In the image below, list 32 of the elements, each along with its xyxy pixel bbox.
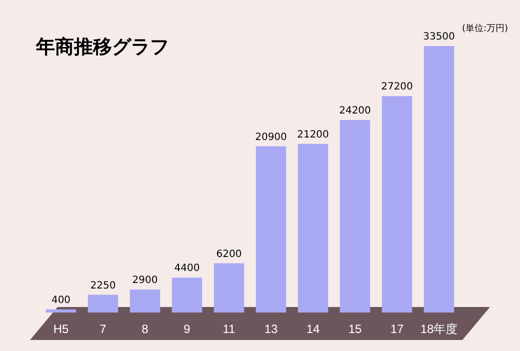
data-label: 24200 <box>339 106 371 117</box>
bar <box>88 294 118 313</box>
data-label: 2900 <box>132 275 158 286</box>
x-tick-label: 15 <box>348 322 362 336</box>
x-tick-label: 17 <box>390 322 404 336</box>
bar <box>256 146 286 313</box>
data-label: 33500 <box>423 32 455 43</box>
bar <box>172 278 202 313</box>
x-tick-label: 14 <box>306 322 320 336</box>
bar <box>298 144 328 313</box>
x-tick-label: 9 <box>184 322 191 336</box>
x-tick-label: 11 <box>222 322 236 336</box>
chart-title: 年商推移グラフ <box>36 35 169 60</box>
data-label: 20900 <box>255 132 287 143</box>
data-label: 4400 <box>174 263 200 274</box>
x-tick-label: 7 <box>100 322 107 336</box>
data-label: 2250 <box>90 280 116 292</box>
data-label: 400 <box>51 295 71 306</box>
x-tick-label: 8 <box>142 322 149 336</box>
x-tick-label: 18年度 <box>420 322 458 336</box>
x-tick-label: H5 <box>53 322 69 336</box>
bar <box>340 120 370 313</box>
bar <box>130 290 160 313</box>
data-label: 27200 <box>381 82 413 93</box>
bar <box>424 46 454 313</box>
bar <box>214 263 244 313</box>
text: (単位:万円) <box>462 22 508 35</box>
bar <box>382 96 412 313</box>
data-label: 21200 <box>297 129 329 140</box>
data-label: 6200 <box>216 248 242 260</box>
bar <box>46 309 76 313</box>
x-tick-label: 13 <box>264 322 278 336</box>
